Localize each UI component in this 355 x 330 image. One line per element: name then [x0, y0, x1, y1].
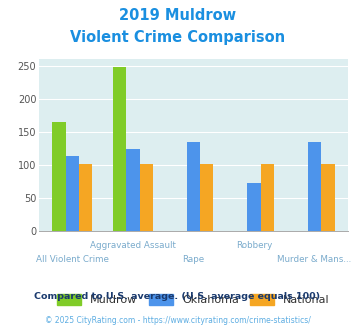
Text: 2019 Muldrow: 2019 Muldrow [119, 8, 236, 23]
Text: Rape: Rape [182, 255, 204, 264]
Bar [261, 164, 274, 231]
Bar [79, 164, 92, 231]
Bar [200, 164, 213, 231]
Bar [321, 164, 334, 231]
Legend: Muldrow, Oklahoma, National: Muldrow, Oklahoma, National [53, 290, 334, 310]
Text: © 2025 CityRating.com - https://www.cityrating.com/crime-statistics/: © 2025 CityRating.com - https://www.city… [45, 316, 310, 325]
Text: Robbery: Robbery [236, 241, 272, 250]
Bar [66, 156, 79, 231]
Bar [247, 183, 261, 231]
Text: All Violent Crime: All Violent Crime [36, 255, 109, 264]
Bar [308, 142, 321, 231]
Bar [187, 142, 200, 231]
Bar [53, 122, 66, 231]
Text: Aggravated Assault: Aggravated Assault [90, 241, 176, 250]
Text: Compared to U.S. average. (U.S. average equals 100): Compared to U.S. average. (U.S. average … [34, 292, 321, 301]
Text: Murder & Mans...: Murder & Mans... [278, 255, 352, 264]
Bar [113, 67, 126, 231]
Bar [140, 164, 153, 231]
Bar [126, 149, 140, 231]
Text: Violent Crime Comparison: Violent Crime Comparison [70, 30, 285, 45]
